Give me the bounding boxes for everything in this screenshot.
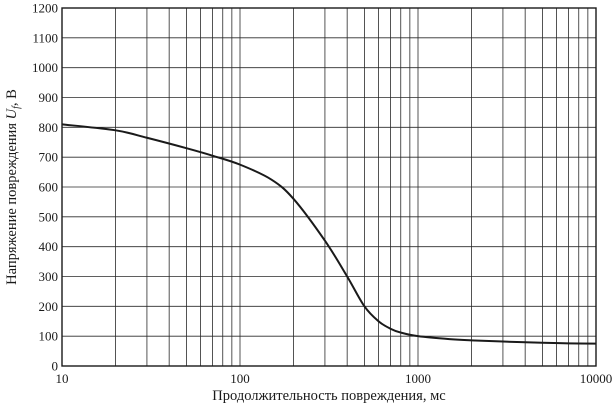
y-axis-label-subscript: f [11, 105, 22, 109]
plot-frame [61, 7, 597, 367]
y-tick-label: 700 [39, 150, 59, 165]
y-tick-label: 100 [39, 329, 59, 344]
y-axis-label: Напряжение повреждения Uf, В [4, 89, 22, 285]
x-tick-label: 1000 [405, 371, 431, 386]
y-axis-label-prefix: Напряжение повреждения [4, 119, 20, 284]
y-tick-labels: 0 100 200 300 400 500 600 700 800 900 1000 1100 1200 [32, 1, 58, 374]
x-axis-label: Продолжительность повреждения, мс [212, 388, 445, 404]
y-tick-label: 0 [52, 359, 59, 374]
y-tick-label: 1100 [32, 30, 58, 45]
y-tick-label: 900 [39, 90, 59, 105]
y-tick-label: 500 [39, 209, 59, 224]
x-tick-label: 100 [230, 371, 250, 386]
y-tick-label: 300 [39, 269, 59, 284]
y-tick-label: 1200 [32, 1, 58, 16]
x-tick-label: 10 [56, 371, 69, 386]
y-tick-label: 1000 [32, 60, 58, 75]
x-tick-labels: 10 100 1000 10000 [56, 371, 613, 386]
x-tick-label: 10000 [580, 371, 613, 386]
series-line [61, 123, 597, 345]
y-axis-label-suffix: , В [4, 89, 20, 106]
y-axis-label-symbol: U [4, 107, 20, 119]
y-tick-label: 600 [39, 180, 59, 195]
y-tick-label: 200 [39, 299, 59, 314]
y-tick-label: 400 [39, 239, 59, 254]
grid [61, 7, 596, 367]
y-tick-label: 800 [39, 120, 59, 135]
